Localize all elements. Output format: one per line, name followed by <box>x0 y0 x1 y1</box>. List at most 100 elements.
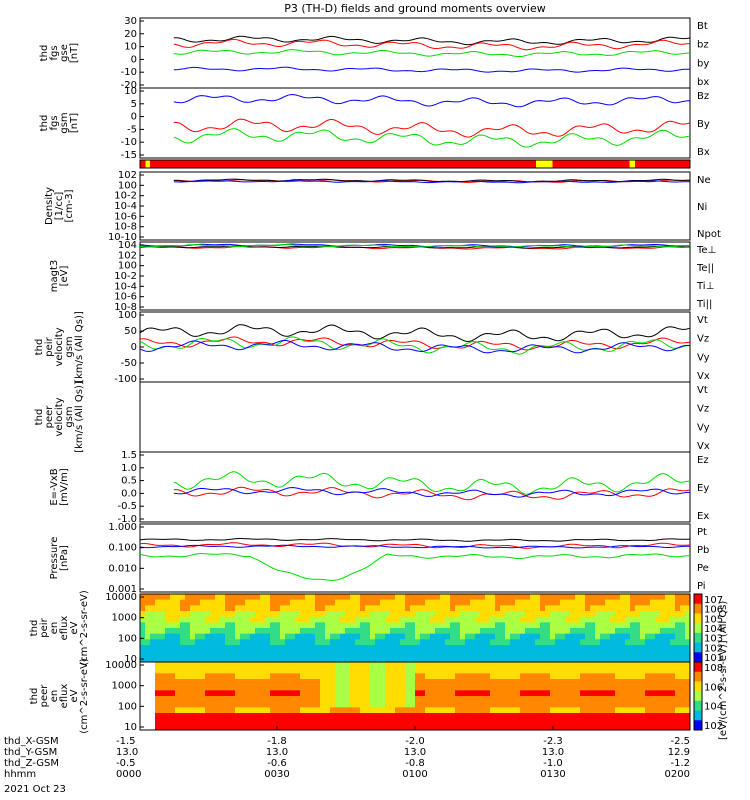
heatmap-cell <box>515 645 521 652</box>
heatmap-cell <box>630 696 636 703</box>
colorbar-step <box>694 603 702 614</box>
heatmap-cell <box>560 707 566 714</box>
heatmap-cell <box>255 633 261 640</box>
heatmap-cell <box>665 707 671 714</box>
heatmap-cell <box>485 667 491 674</box>
heatmap-cell <box>555 662 561 669</box>
heatmap-cell <box>465 667 471 674</box>
heatmap-cell <box>195 645 201 652</box>
colorbar-step <box>694 671 702 682</box>
heatmap-cell <box>330 684 336 691</box>
heatmap-cell <box>515 701 521 708</box>
heatmap-cell <box>675 684 681 691</box>
heatmap-cell <box>210 611 216 618</box>
heatmap-cell <box>510 605 516 612</box>
heatmap-cell <box>180 690 186 697</box>
heatmap-cell <box>465 718 471 725</box>
heatmap-cell <box>655 656 661 663</box>
heatmap-cell <box>510 713 516 720</box>
heatmap-cell <box>165 667 171 674</box>
heatmap-cell <box>170 690 176 697</box>
heatmap-cell <box>445 639 451 646</box>
heatmap-cell <box>495 650 501 657</box>
heatmap-cell <box>315 701 321 708</box>
heatmap-cell <box>620 701 626 708</box>
heatmap-cell <box>340 679 346 686</box>
heatmap-cell <box>350 690 356 697</box>
heatmap-cell <box>275 611 281 618</box>
heatmap-cell <box>420 724 426 731</box>
heatmap-cell <box>260 605 266 612</box>
heatmap-cell <box>485 701 491 708</box>
heatmap-cell <box>495 684 501 691</box>
heatmap-cell <box>565 656 571 663</box>
heatmap-cell <box>550 639 556 646</box>
heatmap-cell <box>215 684 221 691</box>
heatmap-cell <box>340 701 346 708</box>
heatmap-cell <box>555 707 561 714</box>
heatmap-cell <box>670 718 676 725</box>
heatmap-cell <box>510 650 516 657</box>
heatmap-cell <box>460 679 466 686</box>
heatmap-cell <box>320 611 326 618</box>
heatmap-cell <box>290 718 296 725</box>
heatmap-cell <box>565 724 571 731</box>
heatmap-cell <box>580 616 586 623</box>
heatmap-cell <box>230 718 236 725</box>
colorbar-tick-label: 104 <box>704 624 723 635</box>
heatmap-cell <box>270 662 276 669</box>
heatmap-cell <box>410 718 416 725</box>
heatmap-cell <box>335 599 341 606</box>
heatmap-cell <box>635 662 641 669</box>
heatmap-cell <box>480 684 486 691</box>
heatmap-cell <box>200 622 206 629</box>
heatmap-cell <box>350 650 356 657</box>
heatmap-cell <box>505 611 511 618</box>
heatmap-cell <box>230 673 236 680</box>
date-label: 2021 Oct 23 <box>4 784 66 795</box>
heatmap-cell <box>185 639 191 646</box>
heatmap-cell <box>360 616 366 623</box>
heatmap-cell <box>390 645 396 652</box>
heatmap-cell <box>260 662 266 669</box>
heatmap-cell <box>615 667 621 674</box>
heatmap-cell <box>225 650 231 657</box>
heatmap-cell <box>335 679 341 686</box>
heatmap-cell <box>385 684 391 691</box>
heatmap-cell <box>355 599 361 606</box>
series-line-Npot <box>173 180 690 184</box>
heatmap-cell <box>530 718 536 725</box>
heatmap-cell <box>635 605 641 612</box>
heatmap-cell <box>545 718 551 725</box>
heatmap-cell <box>400 718 406 725</box>
heatmap-cell <box>400 707 406 714</box>
heatmap-cell <box>560 656 566 663</box>
heatmap-cell <box>660 594 666 601</box>
heatmap-cell <box>460 639 466 646</box>
heatmap-cell <box>185 645 191 652</box>
heatmap-cell <box>665 645 671 652</box>
heatmap-cell <box>185 724 191 731</box>
heatmap-cell <box>565 707 571 714</box>
heatmap-cell <box>685 707 691 714</box>
heatmap-cell <box>485 599 491 606</box>
heatmap-cell <box>600 656 606 663</box>
heatmap-cell <box>620 650 626 657</box>
heatmap-cell <box>280 696 286 703</box>
heatmap-cell <box>230 628 236 635</box>
heatmap-cell <box>255 639 261 646</box>
heatmap-cell <box>250 594 256 601</box>
heatmap-cell <box>285 667 291 674</box>
heatmap-cell <box>385 667 391 674</box>
heatmap-cell <box>315 690 321 697</box>
heatmap-cell <box>600 605 606 612</box>
heatmap-cell <box>290 622 296 629</box>
heatmap-cell <box>575 662 581 669</box>
heatmap-cell <box>495 628 501 635</box>
heatmap-cell <box>525 599 531 606</box>
heatmap-cell <box>255 724 261 731</box>
heatmap-cell <box>665 650 671 657</box>
heatmap-cell <box>515 707 521 714</box>
heatmap-cell <box>645 628 651 635</box>
